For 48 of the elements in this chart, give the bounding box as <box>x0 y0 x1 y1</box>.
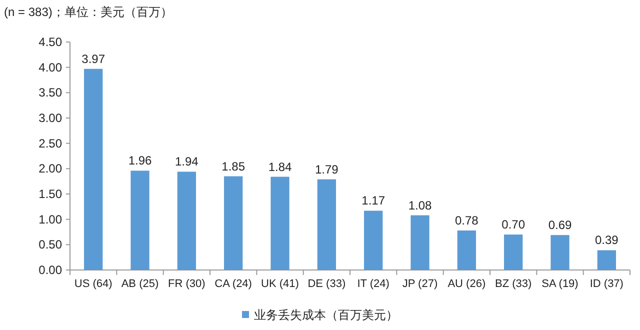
y-tick-label: 1.50 <box>38 187 62 201</box>
text: 0.78 <box>454 213 478 228</box>
text: 0.69 <box>548 218 572 232</box>
text: 0.39 <box>594 233 618 248</box>
text: 1.94 <box>174 154 198 169</box>
text: 3.97 <box>82 52 106 66</box>
x-tick-label: UK (41) <box>261 278 299 290</box>
x-tick-label: CA (24) <box>214 278 252 290</box>
y-tick-label: 4.50 <box>38 35 62 49</box>
x-tick-label: AU (26) <box>448 278 486 290</box>
y-tick-label: 3.50 <box>38 86 62 100</box>
y-tick-label: 3.00 <box>38 111 62 125</box>
y-tick-label: 4.00 <box>38 60 62 74</box>
bar <box>410 215 430 270</box>
bar <box>504 234 523 270</box>
bar <box>364 210 383 270</box>
legend-label: 业务丢失成本（百万美元） <box>254 308 398 322</box>
x-tick-label: BZ (33) <box>494 278 532 290</box>
x-tick-label: FR (30) <box>168 278 206 290</box>
y-tick-label: 0.50 <box>38 238 62 252</box>
bar <box>597 250 616 270</box>
y-tick-label: 1.00 <box>38 212 62 226</box>
x-tick-label: JP (27) <box>402 278 438 290</box>
bar <box>224 176 243 270</box>
text: 1.17 <box>362 194 386 208</box>
y-tick-label: 0.00 <box>38 263 62 277</box>
x-tick-label: SA (19) <box>542 278 578 290</box>
bar <box>130 170 150 270</box>
x-tick-label: AB (25) <box>121 278 159 290</box>
text: 1.08 <box>408 198 432 212</box>
bar <box>550 235 570 270</box>
text: 1.84 <box>268 160 292 174</box>
bar <box>270 176 290 270</box>
bar <box>84 68 103 270</box>
x-tick-label: IT (24) <box>357 278 390 290</box>
bar <box>317 179 336 270</box>
y-tick-label: 2.00 <box>38 162 62 176</box>
bar <box>457 230 476 270</box>
text: 1.79 <box>314 162 338 176</box>
text: 1.96 <box>128 154 152 168</box>
x-tick-label: ID (37) <box>590 278 624 290</box>
text: 1.85 <box>222 159 246 174</box>
text: 0.70 <box>502 218 526 232</box>
x-tick-label: US (64) <box>74 278 112 290</box>
y-tick-label: 2.50 <box>38 136 62 150</box>
chart-title: (n = 383)；单位：美元（百万） <box>4 5 172 19</box>
bar <box>177 172 196 270</box>
x-tick-label: DE (33) <box>308 278 346 290</box>
